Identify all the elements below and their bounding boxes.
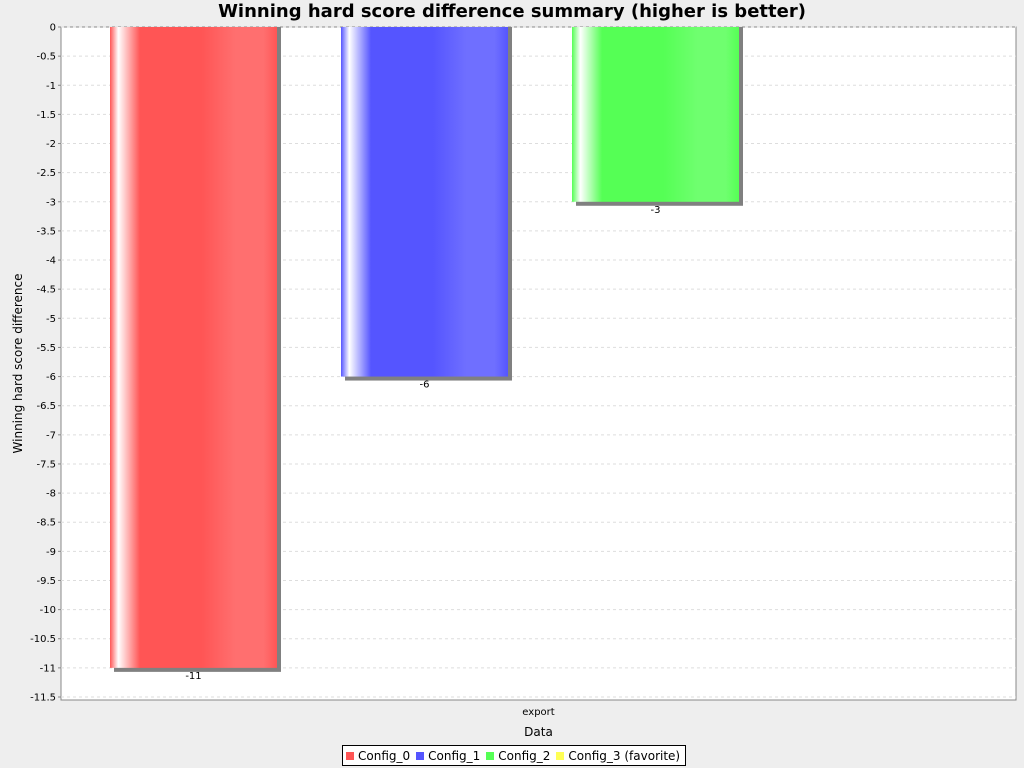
y-tick-label: -11 [40, 663, 56, 674]
y-tick-label: -2 [46, 139, 56, 150]
y-tick-label: -10 [40, 605, 56, 616]
legend-label: Config_2 [498, 748, 551, 763]
y-tick-label: -4.5 [36, 285, 56, 296]
legend-item: Config_2 [486, 749, 550, 763]
y-tick-label: -11.5 [30, 693, 56, 704]
y-tick-label: -7 [46, 430, 56, 441]
bar-config-2 [572, 27, 739, 202]
legend-label: Config_0 [358, 748, 411, 763]
y-tick-label: -5.5 [36, 343, 56, 354]
bar-config-0 [110, 27, 277, 668]
y-tick-label: -9.5 [36, 576, 56, 587]
legend-swatch [486, 751, 495, 760]
y-tick-label: -6 [46, 372, 56, 383]
data-label: -6 [420, 380, 430, 391]
legend-label: Config_3 (favorite) [568, 748, 681, 763]
legend-item: Config_1 [416, 749, 480, 763]
y-tick-label: -8.5 [36, 518, 56, 529]
y-tick-label: 0 [50, 23, 56, 34]
bar-config-1 [341, 27, 508, 377]
y-tick-label: -4 [46, 256, 56, 267]
data-labels: -11 -6 -3 [185, 205, 660, 682]
y-tick-label: -1 [46, 81, 56, 92]
y-tick-label: -10.5 [30, 634, 56, 645]
data-label: -3 [651, 205, 661, 216]
legend-label: Config_1 [428, 748, 481, 763]
y-tick-label: -5 [46, 314, 56, 325]
y-tick-label: -0.5 [36, 52, 56, 63]
legend-swatch [346, 751, 354, 760]
legend-swatch [416, 751, 425, 760]
chart-title: Winning hard score difference summary (h… [218, 1, 806, 22]
y-axis-ticks: 0 -0.5 -1 -1.5 -2 -2.5 -3 -3.5 -4 -4.5 -5 -5.5 -6 -6.… [30, 23, 61, 704]
legend-item: Config_0 [346, 749, 410, 763]
y-tick-label: -3.5 [36, 226, 56, 237]
y-tick-label: -2.5 [36, 168, 56, 179]
y-tick-label: -6.5 [36, 401, 56, 412]
x-category-label: export [522, 707, 554, 718]
bars [110, 27, 743, 672]
legend-item: Config_3 (favorite) [556, 749, 680, 763]
x-axis-label: Data [524, 725, 553, 739]
legend: Config_0 Config_1 Config_2 Config_3 (favori… [342, 745, 687, 766]
y-tick-label: -1.5 [36, 110, 56, 121]
y-tick-label: -3 [46, 197, 56, 208]
data-label: -11 [185, 671, 201, 682]
y-tick-label: -8 [46, 489, 56, 500]
y-axis-label: Winning hard score difference [11, 274, 25, 454]
y-tick-label: -7.5 [36, 459, 56, 470]
y-tick-label: -9 [46, 547, 56, 558]
legend-swatch [556, 751, 565, 760]
